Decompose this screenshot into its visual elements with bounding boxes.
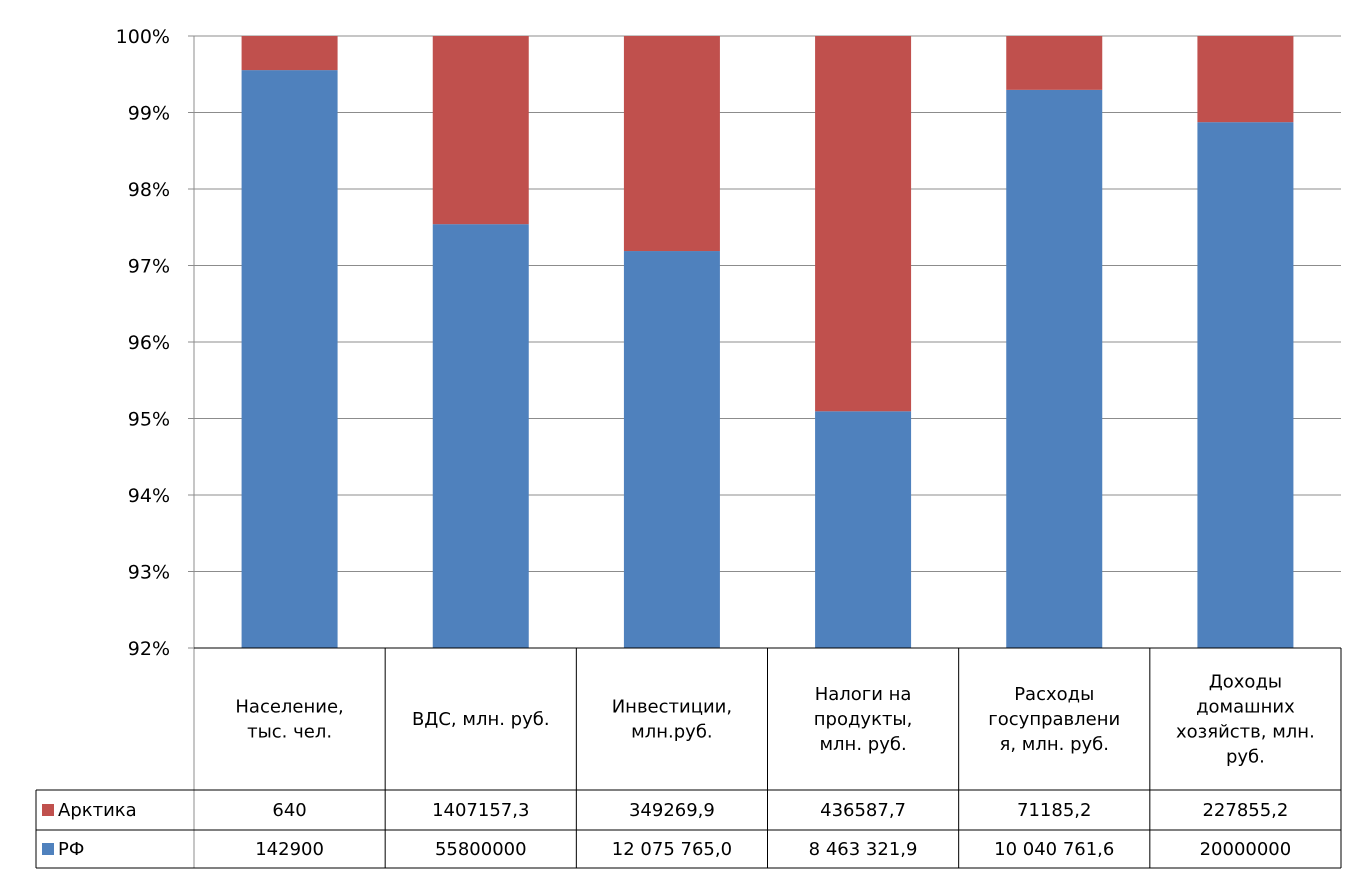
y-tick-label: 94% (128, 485, 170, 507)
category-label: Налоги на продукты, млн. руб. (814, 684, 913, 755)
data-table-cell: 142900 (255, 839, 324, 860)
legend-key (42, 843, 54, 855)
bar-arctic (1197, 36, 1294, 123)
bar-arctic (241, 36, 338, 71)
bar-arctic (432, 36, 529, 225)
category-label: Население, тыс. чел. (235, 697, 343, 743)
y-tick-label: 100% (116, 26, 170, 48)
y-tick-label: 98% (128, 179, 170, 201)
gridlines (194, 35, 1341, 649)
data-table-cell: 12 075 765,0 (612, 839, 732, 860)
data-table-cell: 71185,2 (1017, 800, 1091, 821)
data-table-cell: 436587,7 (820, 800, 906, 821)
y-tick-label: 93% (128, 562, 170, 584)
y-tick-label: 99% (128, 103, 170, 125)
data-table-cell: 8 463 321,9 (809, 839, 918, 860)
bar-rf (1006, 89, 1103, 648)
data-table-cell: 640 (272, 800, 306, 821)
data-table-cell: 227855,2 (1202, 800, 1288, 821)
data-table-cell: 55800000 (435, 839, 527, 860)
category-label: Доходы домашних хозяйств, млн. руб. (1176, 672, 1315, 768)
data-table-cell: 10 040 761,6 (994, 839, 1114, 860)
y-tick-label: 97% (128, 256, 170, 278)
bar-arctic (815, 36, 912, 412)
bar-rf (815, 411, 912, 648)
y-tick-label: 96% (128, 332, 170, 354)
bar-rf (623, 251, 720, 648)
legend-key (42, 804, 54, 816)
bar-rf (1197, 122, 1294, 649)
data-table-cell: 1407157,3 (432, 800, 529, 821)
data-table: Население, тыс. чел. ВДС, млн. руб. Инвести… (35, 647, 1342, 869)
bar-arctic (623, 36, 720, 252)
data-table-cell: 349269,9 (629, 800, 715, 821)
data-table-cell: 20000000 (1200, 839, 1292, 860)
bar-arctic (1006, 36, 1103, 90)
y-axis: 92% 93% 94% 95% 96% 97% 98% 99% 100% (116, 26, 195, 868)
bars (241, 36, 1294, 649)
legend-label: РФ (58, 839, 84, 860)
bar-rf (241, 70, 338, 649)
y-tick-label: 92% (128, 638, 170, 660)
category-label: ВДС, млн. руб. (412, 709, 550, 730)
category-label: Расходы госуправлени я, млн. руб. (988, 684, 1120, 755)
legend-label: Арктика (58, 800, 137, 821)
category-label: Инвестиции, млн.руб. (612, 697, 732, 743)
y-tick-label: 95% (128, 409, 170, 431)
bar-rf (432, 224, 529, 648)
